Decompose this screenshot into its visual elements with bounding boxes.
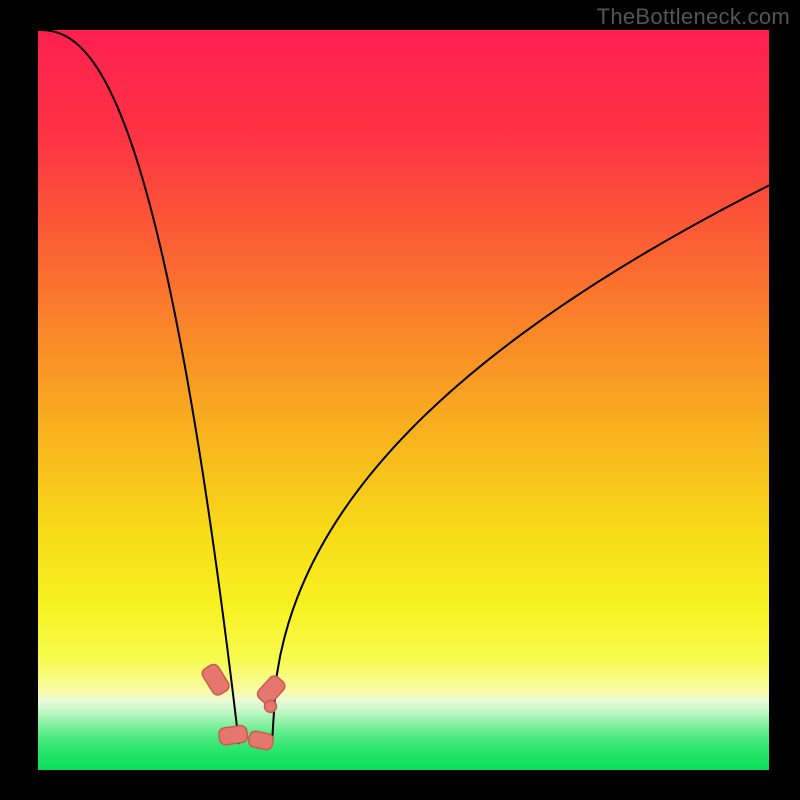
chart-svg — [0, 0, 800, 800]
watermark-text: TheBottleneck.com — [597, 4, 790, 30]
plot-background — [38, 30, 769, 770]
chart-container: TheBottleneck.com — [0, 0, 800, 800]
data-marker — [264, 700, 276, 712]
data-marker — [218, 725, 248, 746]
